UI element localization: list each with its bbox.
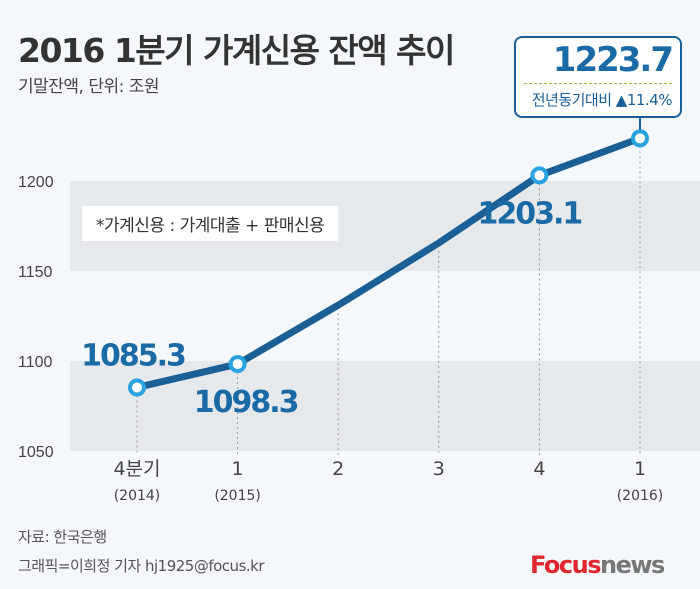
x-tick-sublabel: (2015) — [214, 488, 261, 504]
data-label: 1203.1 — [478, 196, 582, 231]
x-tick-sublabel: (2014) — [114, 488, 161, 504]
chart-subtitle: 기말잔액, 단위: 조원 — [18, 77, 160, 97]
callout-divider — [524, 83, 672, 84]
y-tick-label: 1200 — [18, 174, 54, 191]
credit: 그래픽=이희정 기자 hj1925@focus.kr — [18, 557, 265, 575]
y-tick-label: 1150 — [18, 264, 53, 281]
x-tick-label: 2 — [332, 458, 344, 480]
data-point — [530, 166, 549, 185]
x-tick-label: 4분기 — [113, 458, 160, 480]
data-point — [128, 378, 146, 397]
data-point — [228, 355, 247, 374]
source: 자료: 한국은행 — [18, 528, 107, 546]
x-tick-sublabel: (2016) — [617, 488, 664, 504]
data-label: 1098.3 — [194, 385, 298, 420]
y-tick-label: 1050 — [18, 444, 54, 461]
logo-part1: Focus — [530, 551, 602, 579]
x-tick-label: 1 — [634, 458, 646, 480]
callout-comparison: 전년동기대비 ▲11.4% — [531, 91, 673, 109]
definition-note: *가계신용 : 가계대출 + 판매신용 — [82, 206, 339, 241]
x-tick-label: 4 — [533, 458, 545, 480]
grid-band — [70, 361, 700, 451]
x-tick-label: 1 — [232, 458, 244, 480]
data-label: 1085.3 — [81, 338, 185, 373]
series-line — [136, 135, 642, 391]
data-point — [631, 129, 649, 148]
logo-part2: news — [600, 551, 665, 579]
callout-value: 1223.7 — [552, 40, 674, 80]
focusnews-logo: Focusnews — [530, 551, 665, 579]
latest-value-callout: 1223.7 전년동기대비 ▲11.4% — [514, 36, 682, 118]
chart-title: 2016 1분기 가계신용 잔액 추이 — [18, 31, 455, 70]
y-tick-label: 1100 — [18, 354, 53, 371]
x-tick-label: 3 — [433, 458, 445, 480]
